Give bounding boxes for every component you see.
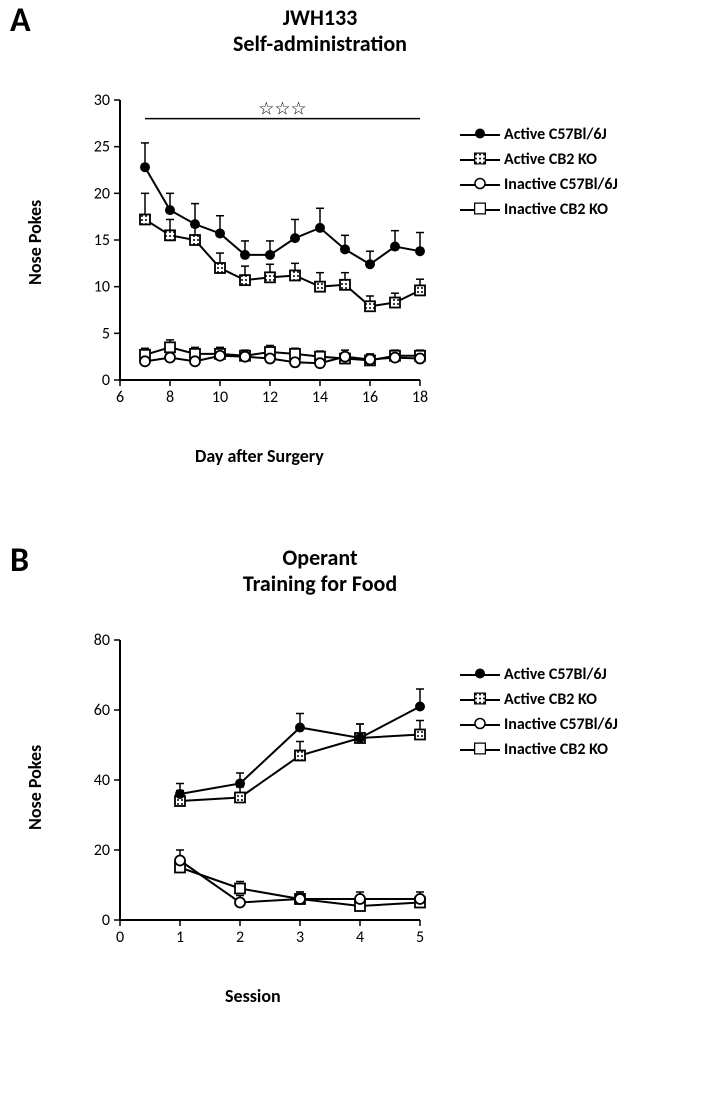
panel-a-label: A [10,0,31,41]
svg-text:☆☆☆: ☆☆☆ [258,98,306,120]
svg-text:5: 5 [102,324,110,343]
svg-text:5: 5 [416,928,424,947]
svg-text:80: 80 [94,631,110,650]
legend-item: Inactive CB2 KO [460,740,618,759]
panel-b-chart: 0 20 40 60 80 0 1 2 3 4 5 [80,630,430,960]
legend-item: Active CB2 KO [460,150,618,169]
panel-a-title: JWH133 Self-administration [170,5,470,57]
svg-text:14: 14 [312,388,328,407]
page: A JWH133 Self-administration 05101520253… [0,0,707,1115]
svg-text:10: 10 [212,388,228,407]
legend-marker [460,743,500,757]
legend-marker [460,668,500,682]
legend-label: Active C57Bl/6J [504,665,607,684]
legend-label: Active CB2 KO [504,150,597,169]
panel-a-chart: 0 5 10 15 20 25 30 6 8 10 12 14 16 18 ☆☆☆ [80,90,430,420]
svg-text:15: 15 [94,231,110,250]
legend-label: Inactive CB2 KO [504,200,608,219]
legend-item: Inactive C57Bl/6J [460,175,618,194]
legend-label: Inactive CB2 KO [504,740,608,759]
panel-b-ylabel: Nose Pokes [24,745,46,830]
legend-item: Active CB2 KO [460,690,618,709]
svg-text:10: 10 [94,278,110,297]
legend-label: Active C57Bl/6J [504,125,607,144]
panel-b-svg: 0 20 40 60 80 0 1 2 3 4 5 [80,630,430,960]
svg-text:1: 1 [176,928,184,947]
panel-a-xlabel: Day after Surgery [195,445,324,467]
svg-text:40: 40 [94,771,110,790]
legend-marker [460,178,500,192]
svg-text:60: 60 [94,701,110,720]
svg-text:30: 30 [94,91,110,110]
panel-b-title-line2: Training for Food [170,571,470,597]
panel-b-xlabel: Session [225,985,281,1007]
legend-item: Inactive CB2 KO [460,200,618,219]
svg-text:18: 18 [412,388,428,407]
svg-text:0: 0 [102,911,110,930]
panel-b-title-line1: Operant [170,545,470,571]
svg-text:8: 8 [166,388,174,407]
legend-item: Active C57Bl/6J [460,665,618,684]
legend-label: Active CB2 KO [504,690,597,709]
panel-b-label: B [10,540,29,581]
svg-text:4: 4 [356,928,364,947]
legend-item: Active C57Bl/6J [460,125,618,144]
panel-a-legend: Active C57Bl/6J Active CB2 KO Inactive C… [460,125,618,225]
legend-marker [460,203,500,217]
svg-text:0: 0 [116,928,124,947]
panel-a-title-line2: Self-administration [170,31,470,57]
legend-marker [460,718,500,732]
panel-a-title-line1: JWH133 [170,5,470,31]
legend-marker [460,153,500,167]
legend-label: Inactive C57Bl/6J [504,175,618,194]
svg-text:25: 25 [94,138,110,157]
svg-text:12: 12 [262,388,278,407]
panel-b-title: Operant Training for Food [170,545,470,597]
legend-item: Inactive C57Bl/6J [460,715,618,734]
legend-marker [460,693,500,707]
svg-text:3: 3 [296,928,304,947]
svg-text:2: 2 [236,928,244,947]
panel-a-ylabel: Nose Pokes [24,200,46,285]
panel-b-legend: Active C57Bl/6J Active CB2 KO Inactive C… [460,665,618,765]
svg-text:20: 20 [94,841,110,860]
svg-text:6: 6 [116,388,124,407]
panel-a-svg: 0 5 10 15 20 25 30 6 8 10 12 14 16 18 ☆☆☆ [80,90,430,420]
svg-text:0: 0 [102,371,110,390]
svg-text:20: 20 [94,184,110,203]
legend-marker [460,128,500,142]
svg-text:16: 16 [362,388,378,407]
legend-label: Inactive C57Bl/6J [504,715,618,734]
